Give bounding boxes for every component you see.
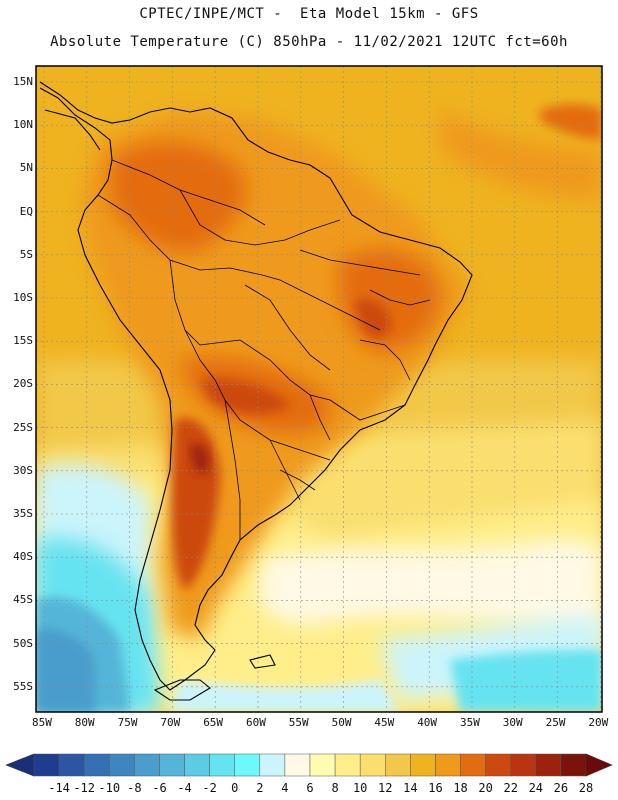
colorbar-swatch	[284, 753, 311, 777]
colorbar-swatch	[309, 753, 336, 777]
colorbar-label: 10	[353, 781, 367, 795]
colorbar-swatch	[259, 753, 286, 777]
lat-label: 30S	[13, 463, 33, 477]
lat-label: 5N	[19, 161, 33, 175]
lat-label: 45S	[13, 593, 33, 607]
colorbar-swatch	[485, 753, 511, 777]
colorbar-label: -8	[127, 781, 141, 795]
colorbar-swatch	[134, 753, 160, 777]
lat-label: 10N	[13, 118, 33, 132]
colorbar-label: 28	[579, 781, 593, 795]
lon-label: 70W	[160, 716, 181, 729]
lat-label: 55S	[13, 679, 33, 693]
colorbar-swatch	[234, 753, 261, 777]
colorbar-label: 24	[529, 781, 543, 795]
colorbar-label: 20	[478, 781, 492, 795]
lon-label: 75W	[117, 716, 138, 729]
colorbar-swatch	[510, 753, 537, 777]
colorbar-label: 4	[281, 781, 288, 795]
title-line-1: CPTEC/INPE/MCT - Eta Model 15km - GFS	[139, 6, 479, 22]
colorbar-label: 8	[331, 781, 338, 795]
lat-label: 35S	[13, 507, 33, 520]
colorbar-label: 22	[504, 781, 518, 795]
lon-label: 20W	[588, 716, 609, 729]
lat-label: EQ	[19, 204, 33, 218]
colorbar-label: 18	[453, 781, 467, 795]
colorbar-label: -6	[152, 781, 166, 795]
colorbar-swatch	[58, 753, 85, 777]
lon-label: 40W	[417, 716, 438, 729]
colorbar-swatch	[359, 753, 386, 777]
lon-label: 85W	[32, 716, 52, 729]
colorbar-label: 12	[378, 781, 392, 795]
colorbar-label: 2	[256, 781, 263, 795]
lon-label: 65W	[203, 716, 224, 729]
colorbar: -14 -12 -10 -8 -6 -4 -2 0 2 4 6 8 10 12 14 16 18 20 22 24 26…	[5, 753, 613, 795]
colorbar-swatch	[435, 753, 461, 777]
colorbar-label: -14	[48, 781, 70, 795]
colorbar-over-arrow	[585, 753, 613, 777]
colorbar-label: 16	[428, 781, 442, 795]
lon-label: 50W	[331, 716, 352, 729]
colorbar-under-arrow	[5, 753, 35, 777]
colorbar-swatch	[385, 753, 411, 777]
coastlines	[39, 81, 473, 701]
colorbar-swatch	[109, 753, 135, 777]
colorbar-label: -4	[177, 781, 191, 795]
colorbar-label: 0	[231, 781, 238, 795]
lon-label: 60W	[246, 716, 266, 729]
colorbar-swatch	[410, 753, 436, 777]
lat-label: 15N	[13, 75, 33, 88]
colorbar-swatch	[560, 753, 587, 777]
colorbar-label: -2	[202, 781, 216, 795]
lat-label: 20S	[13, 377, 33, 391]
colorbar-swatch	[334, 753, 361, 777]
colorbar-swatch	[184, 753, 210, 777]
lat-label: 25S	[13, 420, 33, 434]
lon-label: 35W	[460, 716, 480, 729]
colorbar-swatch	[83, 753, 110, 777]
country-borders	[97, 159, 431, 540]
lon-label: 80W	[74, 716, 95, 729]
colorbar-swatch	[33, 753, 60, 777]
temperature-field	[36, 66, 602, 712]
colorbar-label: -12	[73, 781, 95, 795]
lat-label: 15S	[13, 334, 33, 348]
graticule	[36, 66, 602, 712]
lat-label: 5S	[19, 247, 33, 261]
colorbar-swatch	[159, 753, 185, 777]
plot-frame	[35, 65, 603, 713]
colorbar-label: -10	[98, 781, 120, 795]
title-line-2: Absolute Temperature (C) 850hPa - 11/02/…	[50, 34, 568, 50]
lon-label: 25W	[545, 716, 566, 729]
lat-label: 10S	[13, 291, 33, 304]
colorbar-swatch	[535, 753, 562, 777]
lon-label: 45W	[374, 716, 395, 729]
lon-label: 30W	[502, 716, 523, 729]
colorbar-label: 6	[306, 781, 313, 795]
colorbar-swatch	[209, 753, 235, 777]
lat-label: 40S	[13, 550, 33, 564]
colorbar-label: 14	[403, 781, 417, 795]
colorbar-label: 26	[554, 781, 568, 795]
lat-label: 50S	[13, 636, 33, 650]
colorbar-swatch	[460, 753, 486, 777]
lon-label: 55W	[288, 716, 309, 729]
